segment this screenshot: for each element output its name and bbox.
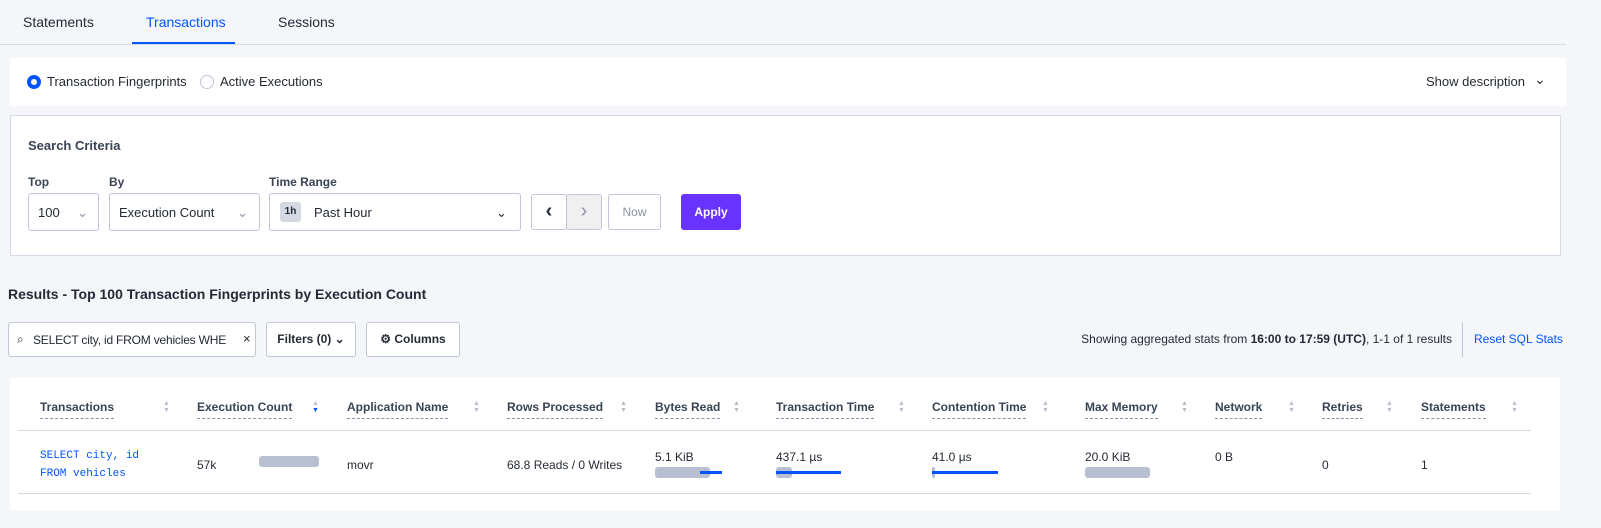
sort-icon[interactable]: ▲ ▼ bbox=[733, 400, 740, 414]
time-value: Past Hour bbox=[314, 205, 372, 220]
column-header-contention-time[interactable]: Contention Time bbox=[932, 400, 1027, 419]
search-icon: ⌕ bbox=[17, 332, 24, 346]
chevron-down-icon: ⌄ bbox=[77, 205, 88, 220]
contention-time: 41.0 µs bbox=[932, 450, 972, 464]
chevron-down-icon: ⌄ bbox=[334, 332, 345, 346]
time-range-label: Time Range bbox=[269, 175, 337, 189]
radio-label[interactable]: Active Executions bbox=[220, 74, 323, 89]
divider bbox=[1462, 322, 1463, 357]
sort-icon[interactable]: ▲ ▼ bbox=[163, 400, 170, 414]
previous-time-button[interactable]: ‹ bbox=[531, 194, 567, 230]
transactions-table: Transactions Execution Count Application… bbox=[10, 378, 1560, 510]
column-header-transactions[interactable]: Transactions bbox=[40, 400, 115, 419]
column-header-max-memory[interactable]: Max Memory bbox=[1085, 400, 1158, 419]
stats-suffix: , 1-1 of 1 results bbox=[1365, 332, 1452, 346]
column-header-statements[interactable]: Statements bbox=[1421, 400, 1486, 419]
filters-button[interactable]: Filters (0) ⌄ bbox=[266, 322, 356, 357]
columns-label: Columns bbox=[394, 332, 446, 346]
tab-statements[interactable]: Statements bbox=[23, 14, 94, 30]
sort-icon[interactable]: ▲ ▼ bbox=[1386, 400, 1393, 414]
contention-time-deviation bbox=[932, 471, 998, 474]
sort-desc-icon[interactable]: ▲ ▼ bbox=[312, 400, 319, 414]
show-description-toggle[interactable]: Show description bbox=[1426, 74, 1525, 89]
tab-sessions[interactable]: Sessions bbox=[278, 14, 335, 30]
tab-transactions[interactable]: Transactions bbox=[146, 14, 226, 30]
filters-label: Filters (0) bbox=[277, 332, 332, 346]
active-tab-indicator bbox=[132, 42, 235, 44]
search-criteria-title: Search Criteria bbox=[28, 138, 121, 153]
view-selector: Transaction Fingerprints Active Executio… bbox=[10, 58, 1566, 106]
column-header-network[interactable]: Network bbox=[1215, 400, 1263, 419]
chevron-down-icon[interactable]: ⌄ bbox=[1534, 71, 1546, 87]
row-divider bbox=[18, 493, 1531, 494]
reset-sql-stats-link[interactable]: Reset SQL Stats bbox=[1474, 332, 1563, 346]
retries: 0 bbox=[1322, 458, 1329, 472]
statements: 1 bbox=[1421, 458, 1428, 472]
bytes-read-deviation bbox=[700, 471, 722, 474]
time-badge: 1h bbox=[280, 202, 301, 222]
transaction-text[interactable]: FROM vehicles bbox=[40, 468, 126, 480]
stats-prefix: Showing aggregated stats from bbox=[1081, 332, 1251, 346]
sort-icon[interactable]: ▲ ▼ bbox=[1511, 400, 1518, 414]
network: 0 B bbox=[1215, 450, 1234, 464]
chevron-down-icon: ⌄ bbox=[496, 205, 507, 220]
top-label: Top bbox=[28, 175, 50, 189]
sort-icon[interactable]: ▲ ▼ bbox=[1288, 400, 1295, 414]
sort-icon[interactable]: ▲ ▼ bbox=[473, 400, 480, 414]
results-title: Results - Top 100 Transaction Fingerprin… bbox=[8, 286, 427, 302]
bytes-read: 5.1 KiB bbox=[655, 450, 694, 464]
column-header-bytes-read[interactable]: Bytes Read bbox=[655, 400, 721, 419]
by-select[interactable]: Execution Count ⌄ bbox=[109, 193, 260, 231]
column-header-application-name[interactable]: Application Name bbox=[347, 400, 449, 419]
column-header-execution-count[interactable]: Execution Count bbox=[197, 400, 293, 419]
rows-processed: 68.8 Reads / 0 Writes bbox=[507, 458, 623, 472]
sort-icon[interactable]: ▲ ▼ bbox=[620, 400, 627, 414]
radio-label[interactable]: Transaction Fingerprints bbox=[47, 74, 187, 89]
radio-active-executions[interactable] bbox=[200, 75, 214, 89]
sort-icon[interactable]: ▲ ▼ bbox=[1042, 400, 1049, 414]
gear-icon: ⚙ bbox=[380, 332, 392, 346]
sort-icon[interactable]: ▲ ▼ bbox=[898, 400, 905, 414]
application-name: movr bbox=[347, 458, 374, 472]
execution-count: 57k bbox=[197, 458, 217, 472]
column-header-rows-processed[interactable]: Rows Processed bbox=[507, 400, 604, 419]
by-label: By bbox=[109, 175, 125, 189]
bytes-read-bar bbox=[655, 467, 710, 478]
header-divider bbox=[18, 430, 1531, 431]
search-value: SELECT city, id FROM vehicles WHE bbox=[33, 333, 226, 347]
by-value: Execution Count bbox=[119, 205, 215, 220]
stats-range: 16:00 to 17:59 (UTC) bbox=[1250, 332, 1366, 346]
radio-transaction-fingerprints[interactable] bbox=[27, 75, 41, 89]
apply-button[interactable]: Apply bbox=[681, 194, 741, 230]
sort-icon[interactable]: ▲ ▼ bbox=[1181, 400, 1188, 414]
chevron-down-icon: ⌄ bbox=[237, 205, 248, 220]
top-value: 100 bbox=[38, 205, 60, 220]
search-criteria-panel: Search Criteria Top By Time Range 100 ⌄ E… bbox=[10, 115, 1561, 256]
transaction-time: 437.1 µs bbox=[776, 450, 823, 464]
tab-bar: Statements Transactions Sessions bbox=[0, 0, 1566, 45]
max-memory: 20.0 KiB bbox=[1085, 450, 1131, 464]
search-input[interactable]: ⌕ SELECT city, id FROM vehicles WHE × bbox=[8, 322, 256, 357]
now-button[interactable]: Now bbox=[608, 194, 661, 230]
columns-button[interactable]: ⚙ Columns bbox=[366, 322, 460, 357]
time-range-select[interactable]: 1h Past Hour ⌄ bbox=[269, 193, 521, 231]
max-memory-bar bbox=[1085, 467, 1150, 478]
column-header-retries[interactable]: Retries bbox=[1322, 400, 1363, 419]
transaction-link[interactable]: SELECT city, id FROM vehicles bbox=[40, 447, 139, 483]
stats-summary: Showing aggregated stats from 16:00 to 1… bbox=[1081, 332, 1452, 346]
clear-icon[interactable]: × bbox=[243, 331, 251, 346]
next-time-button[interactable]: › bbox=[566, 194, 602, 230]
transaction-text[interactable]: SELECT city, id bbox=[40, 450, 140, 462]
top-select[interactable]: 100 ⌄ bbox=[28, 193, 99, 231]
execution-count-bar bbox=[259, 456, 319, 467]
transaction-time-deviation bbox=[776, 471, 841, 474]
column-header-transaction-time[interactable]: Transaction Time bbox=[776, 400, 875, 419]
